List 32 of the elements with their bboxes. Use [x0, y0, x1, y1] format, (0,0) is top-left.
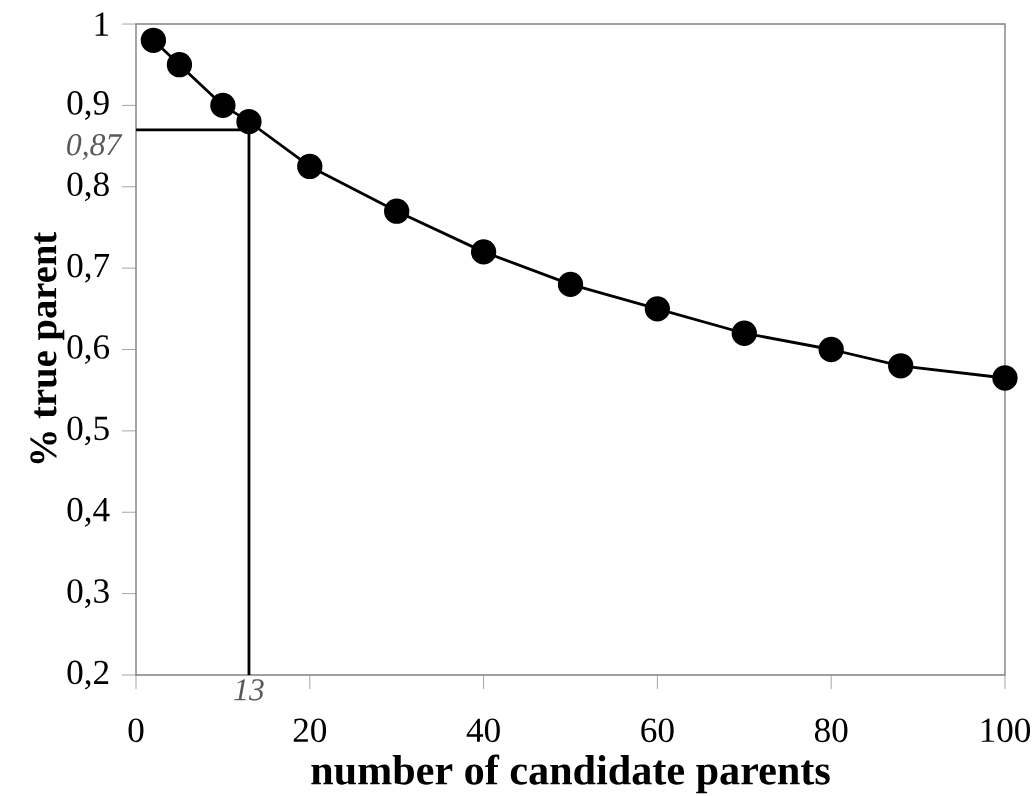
point: [818, 336, 844, 363]
point: [384, 198, 410, 224]
point: [210, 92, 236, 119]
point: [166, 52, 193, 78]
x-tick-label: 20: [293, 718, 327, 743]
point: [557, 271, 584, 298]
point: [297, 153, 323, 180]
y-tick-label: 1: [95, 12, 109, 36]
y-tick-label: 0,9: [67, 91, 109, 120]
point: [888, 353, 914, 379]
x-axis-title: number of candidate parents: [311, 754, 830, 794]
y-tick-label: 0,5: [67, 416, 109, 446]
point: [140, 27, 167, 53]
x-tick-label: 80: [814, 718, 848, 743]
point: [236, 109, 262, 135]
x-tick-label: 60: [641, 718, 674, 743]
point: [731, 320, 757, 346]
ref-line-label: 0,87: [67, 134, 123, 160]
x-tick-label: 0: [128, 718, 144, 743]
y-tick-label: 0,8: [67, 172, 109, 202]
y-axis-title: % true parent: [30, 231, 65, 464]
point: [644, 296, 671, 322]
y-tick-label: 0,2: [67, 660, 109, 690]
point: [992, 365, 1018, 391]
x-tick-label: 40: [466, 718, 500, 743]
y-tick-label: 0,3: [67, 579, 109, 608]
y-tick-label: 0,4: [67, 497, 110, 527]
x-tick-label: 100: [981, 718, 1031, 743]
y-tick-label: 0,7: [67, 253, 110, 283]
y-tick-label: 0,6: [67, 335, 110, 364]
point: [470, 239, 497, 265]
ref-line-label: 13: [234, 679, 264, 701]
